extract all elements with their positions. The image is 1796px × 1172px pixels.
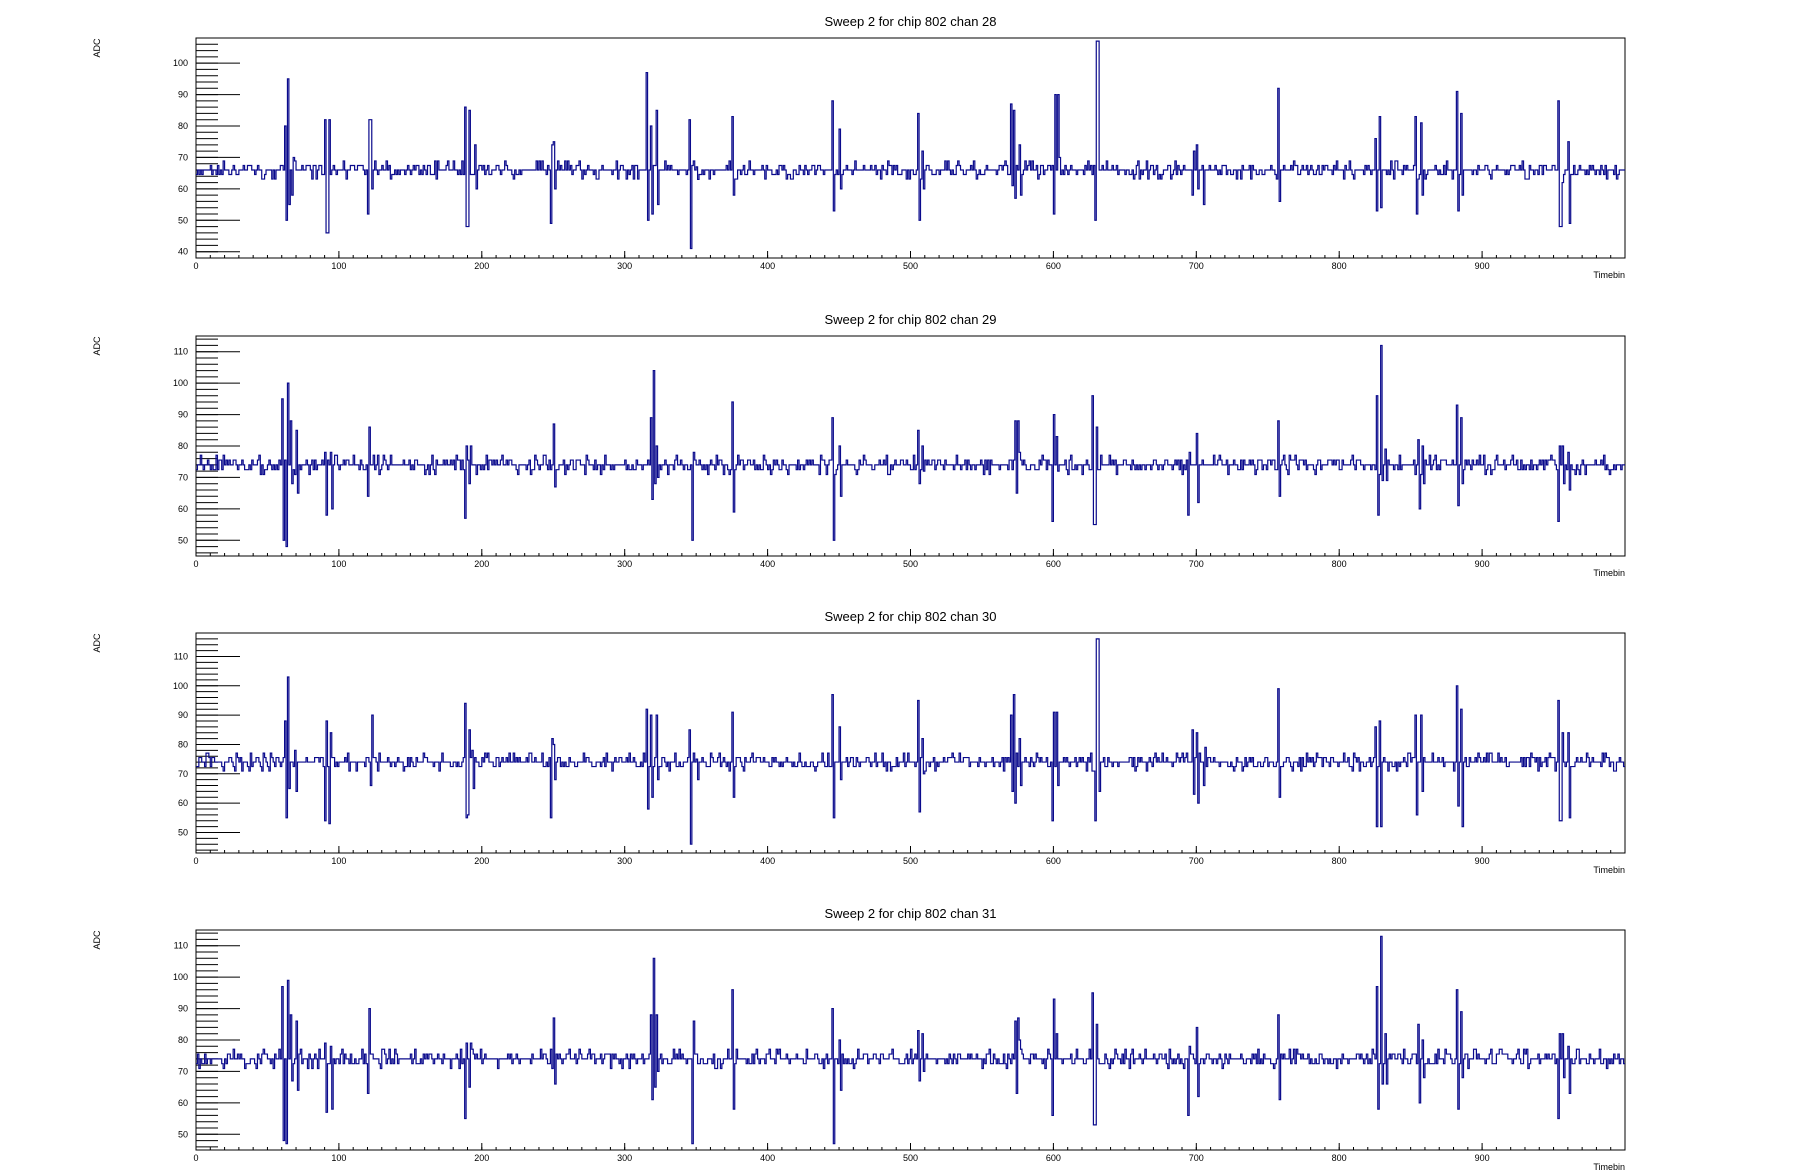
x-tick-label: 600 (1046, 856, 1061, 866)
x-tick-label: 700 (1189, 559, 1204, 569)
y-tick-label: 60 (178, 798, 188, 808)
y-axis-label: ADC (92, 930, 102, 950)
chart-title: Sweep 2 for chip 802 chan 29 (824, 312, 996, 327)
plot-frame (195, 335, 1626, 557)
x-tick-label: 700 (1189, 1153, 1204, 1163)
x-tick-label: 0 (193, 856, 198, 866)
x-tick-label: 700 (1189, 261, 1204, 271)
y-tick-label: 50 (178, 535, 188, 545)
chart-title: Sweep 2 for chip 802 chan 28 (824, 14, 996, 29)
y-tick-label: 50 (178, 827, 188, 837)
x-tick-label: 400 (760, 1153, 775, 1163)
chart-panel-1: Sweep 2 for chip 802 chan 29 ADC Timebin 50… (92, 312, 1626, 578)
x-axis-label: Timebin (1593, 568, 1625, 578)
y-tick-label: 90 (178, 410, 188, 420)
x-tick-label: 300 (617, 261, 632, 271)
plot-frame (195, 632, 1626, 854)
x-tick-label: 500 (903, 1153, 918, 1163)
x-axis-label: Timebin (1593, 270, 1625, 280)
y-tick-label: 80 (178, 121, 188, 131)
x-tick-label: 500 (903, 559, 918, 569)
y-tick-label: 50 (178, 1129, 188, 1139)
y-tick-label: 80 (178, 441, 188, 451)
x-tick-label: 600 (1046, 559, 1061, 569)
y-tick-label: 90 (178, 710, 188, 720)
y-tick-label: 80 (178, 739, 188, 749)
y-tick-label: 70 (178, 472, 188, 482)
x-tick-label: 600 (1046, 261, 1061, 271)
y-axis-label: ADC (92, 336, 102, 356)
y-tick-label: 100 (173, 681, 188, 691)
x-tick-label: 500 (903, 261, 918, 271)
y-tick-label: 110 (174, 347, 188, 357)
plot-frame (195, 929, 1626, 1151)
y-tick-label: 80 (178, 1035, 188, 1045)
series-line (196, 935, 1625, 1145)
x-tick-label: 300 (617, 1153, 632, 1163)
x-tick-label: 200 (474, 261, 489, 271)
y-tick-label: 90 (178, 90, 188, 100)
x-tick-label: 800 (1332, 856, 1347, 866)
x-tick-label: 0 (193, 261, 198, 271)
x-tick-label: 0 (193, 1153, 198, 1163)
x-tick-label: 400 (760, 559, 775, 569)
x-tick-label: 900 (1475, 1153, 1490, 1163)
y-tick-label: 100 (173, 378, 188, 388)
y-tick-label: 100 (173, 58, 188, 68)
x-tick-label: 800 (1332, 1153, 1347, 1163)
x-axis-label: Timebin (1593, 865, 1625, 875)
x-axis-label: Timebin (1593, 1162, 1625, 1172)
chart-panel-3: Sweep 2 for chip 802 chan 31 ADC Timebin 50… (92, 906, 1626, 1172)
y-tick-label: 70 (178, 152, 188, 162)
chart-title: Sweep 2 for chip 802 chan 31 (824, 906, 996, 921)
x-tick-label: 100 (331, 856, 346, 866)
y-tick-label: 110 (174, 651, 188, 661)
x-tick-label: 300 (617, 559, 632, 569)
y-tick-label: 110 (174, 941, 188, 951)
x-tick-label: 900 (1475, 261, 1490, 271)
x-tick-label: 600 (1046, 1153, 1061, 1163)
y-tick-label: 90 (178, 1004, 188, 1014)
y-tick-label: 70 (178, 769, 188, 779)
chart-panel-0: Sweep 2 for chip 802 chan 28 ADC Timebin 40… (92, 14, 1626, 280)
x-tick-label: 200 (474, 1153, 489, 1163)
y-tick-label: 70 (178, 1066, 188, 1076)
y-axis-label: ADC (92, 38, 102, 58)
x-tick-label: 100 (331, 261, 346, 271)
plot-frame (195, 37, 1626, 259)
x-tick-label: 400 (760, 261, 775, 271)
x-tick-label: 300 (617, 856, 632, 866)
y-tick-label: 50 (178, 215, 188, 225)
x-tick-label: 800 (1332, 261, 1347, 271)
x-tick-label: 700 (1189, 856, 1204, 866)
series-line (196, 40, 1625, 250)
y-axis-label: ADC (92, 633, 102, 653)
x-tick-label: 100 (331, 1153, 346, 1163)
x-tick-label: 900 (1475, 856, 1490, 866)
x-tick-label: 900 (1475, 559, 1490, 569)
chart-title: Sweep 2 for chip 802 chan 30 (824, 609, 996, 624)
chart-panel-2: Sweep 2 for chip 802 chan 30 ADC Timebin 50… (92, 609, 1626, 875)
y-tick-label: 60 (178, 184, 188, 194)
x-tick-label: 200 (474, 559, 489, 569)
x-tick-label: 0 (193, 559, 198, 569)
y-tick-label: 100 (173, 972, 188, 982)
x-tick-label: 400 (760, 856, 775, 866)
x-tick-label: 800 (1332, 559, 1347, 569)
y-tick-label: 60 (178, 504, 188, 514)
series-line (196, 344, 1625, 548)
x-tick-label: 500 (903, 856, 918, 866)
y-tick-label: 60 (178, 1098, 188, 1108)
x-tick-label: 100 (331, 559, 346, 569)
series-line (196, 638, 1625, 845)
y-tick-label: 40 (178, 247, 188, 257)
x-tick-label: 200 (474, 856, 489, 866)
